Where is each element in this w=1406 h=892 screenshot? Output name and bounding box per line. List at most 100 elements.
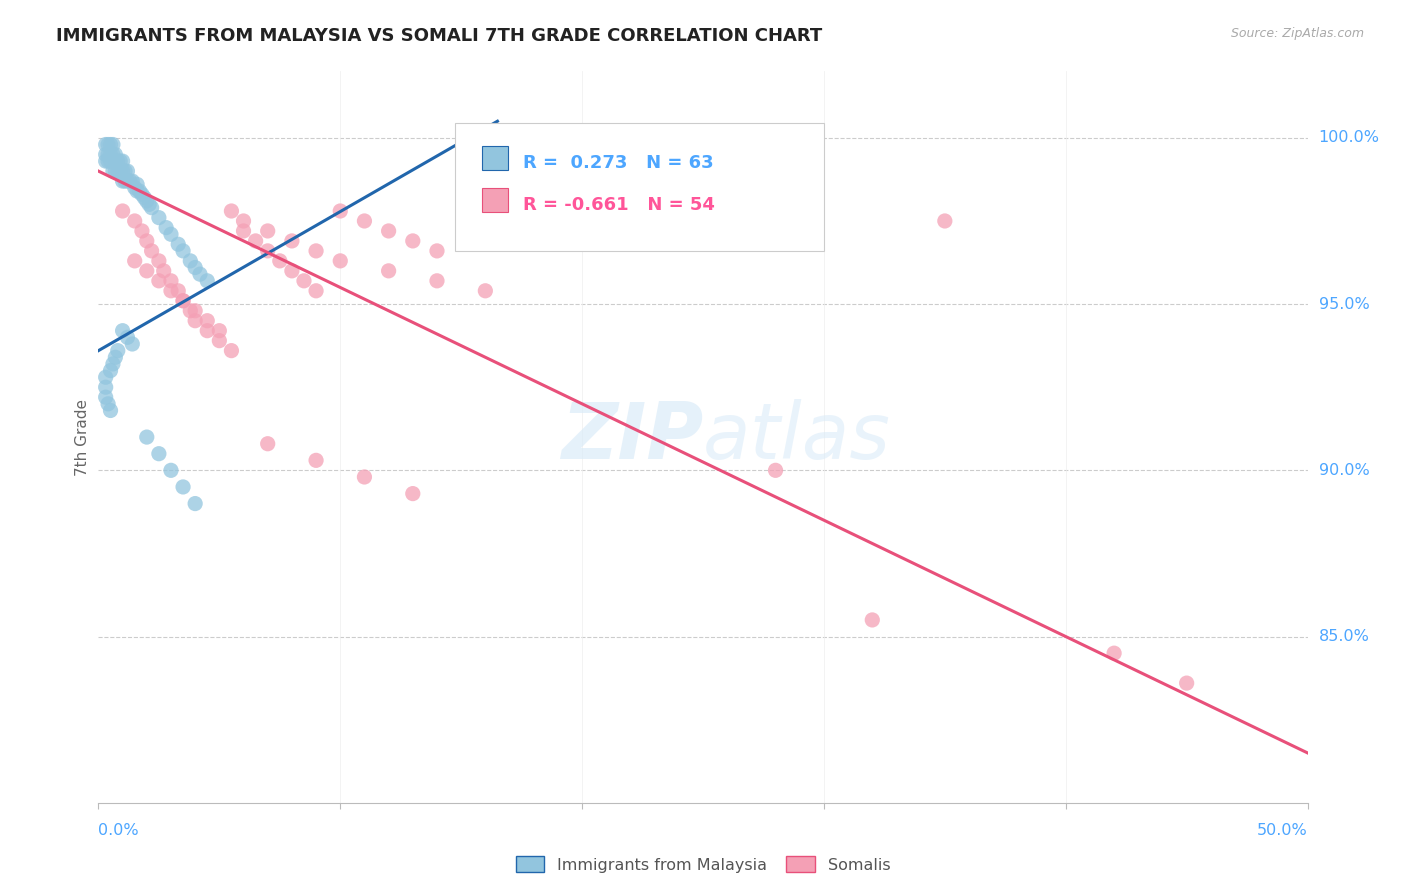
Point [94, 137, 117, 152]
Point [94, 380, 117, 394]
Y-axis label: 7th Grade: 7th Grade [75, 399, 90, 475]
Point [101, 357, 124, 371]
Point [101, 137, 124, 152]
Point [232, 224, 254, 238]
Point [179, 253, 201, 268]
Point [131, 187, 153, 202]
Point [101, 164, 124, 178]
Point [221, 343, 243, 358]
Point [1175, 676, 1198, 690]
Point [100, 403, 122, 417]
Point [100, 137, 122, 152]
Point [860, 613, 883, 627]
Point [353, 470, 375, 484]
Point [208, 324, 231, 338]
Point [765, 463, 787, 477]
Point [305, 453, 328, 467]
Point [111, 164, 134, 178]
Point [104, 154, 127, 169]
Point [97, 147, 120, 161]
Point [184, 497, 207, 511]
Point [377, 224, 399, 238]
Point [124, 180, 146, 194]
Point [281, 234, 304, 248]
Point [167, 284, 190, 298]
Point [97, 137, 120, 152]
Bar [482, 146, 509, 169]
Point [172, 244, 194, 258]
Bar [482, 188, 509, 211]
Point [111, 174, 134, 188]
Point [195, 274, 218, 288]
Point [292, 274, 315, 288]
Point [160, 284, 183, 298]
Point [353, 214, 375, 228]
Point [155, 220, 177, 235]
Point [221, 204, 243, 219]
Point [148, 447, 170, 461]
Point [184, 303, 207, 318]
Text: 100.0%: 100.0% [1319, 130, 1379, 145]
Point [160, 274, 183, 288]
Text: 85.0%: 85.0% [1319, 629, 1369, 644]
Point [124, 253, 146, 268]
Point [121, 174, 143, 188]
Point [188, 267, 211, 281]
Point [934, 214, 956, 228]
Point [100, 147, 122, 161]
Point [101, 147, 124, 161]
Point [148, 211, 170, 225]
Text: R =  0.273   N = 63: R = 0.273 N = 63 [523, 154, 713, 172]
Point [179, 303, 201, 318]
Point [124, 214, 146, 228]
Point [114, 164, 136, 178]
Point [148, 253, 170, 268]
Point [108, 164, 131, 178]
Point [117, 164, 139, 178]
Point [128, 184, 150, 198]
Point [135, 194, 157, 208]
Point [104, 147, 127, 161]
Point [108, 154, 131, 169]
Point [135, 264, 157, 278]
Point [305, 284, 328, 298]
Point [141, 244, 163, 258]
Point [107, 154, 129, 169]
Point [127, 184, 149, 198]
Point [94, 147, 117, 161]
Point [107, 164, 129, 178]
Point [172, 293, 194, 308]
Text: 90.0%: 90.0% [1319, 463, 1369, 478]
Point [232, 214, 254, 228]
Text: ZIP: ZIP [561, 399, 703, 475]
Text: 0.0%: 0.0% [98, 822, 139, 838]
Point [402, 486, 425, 500]
Point [100, 363, 122, 377]
Point [111, 154, 134, 169]
Point [111, 324, 134, 338]
Point [94, 370, 117, 384]
Point [127, 178, 149, 192]
Point [172, 293, 194, 308]
Point [100, 154, 122, 169]
Point [402, 234, 425, 248]
Point [134, 191, 156, 205]
Point [152, 264, 174, 278]
Point [256, 224, 278, 238]
Point [148, 274, 170, 288]
Point [329, 253, 352, 268]
Point [426, 244, 449, 258]
Point [121, 337, 143, 351]
Point [135, 234, 157, 248]
Point [141, 201, 163, 215]
Point [426, 274, 449, 288]
Point [195, 324, 218, 338]
Point [94, 154, 117, 169]
Point [184, 260, 207, 275]
Point [117, 174, 139, 188]
Point [281, 264, 304, 278]
Point [256, 244, 278, 258]
Legend: Immigrants from Malaysia, Somalis: Immigrants from Malaysia, Somalis [509, 850, 897, 879]
Point [138, 197, 160, 211]
Point [692, 204, 714, 219]
